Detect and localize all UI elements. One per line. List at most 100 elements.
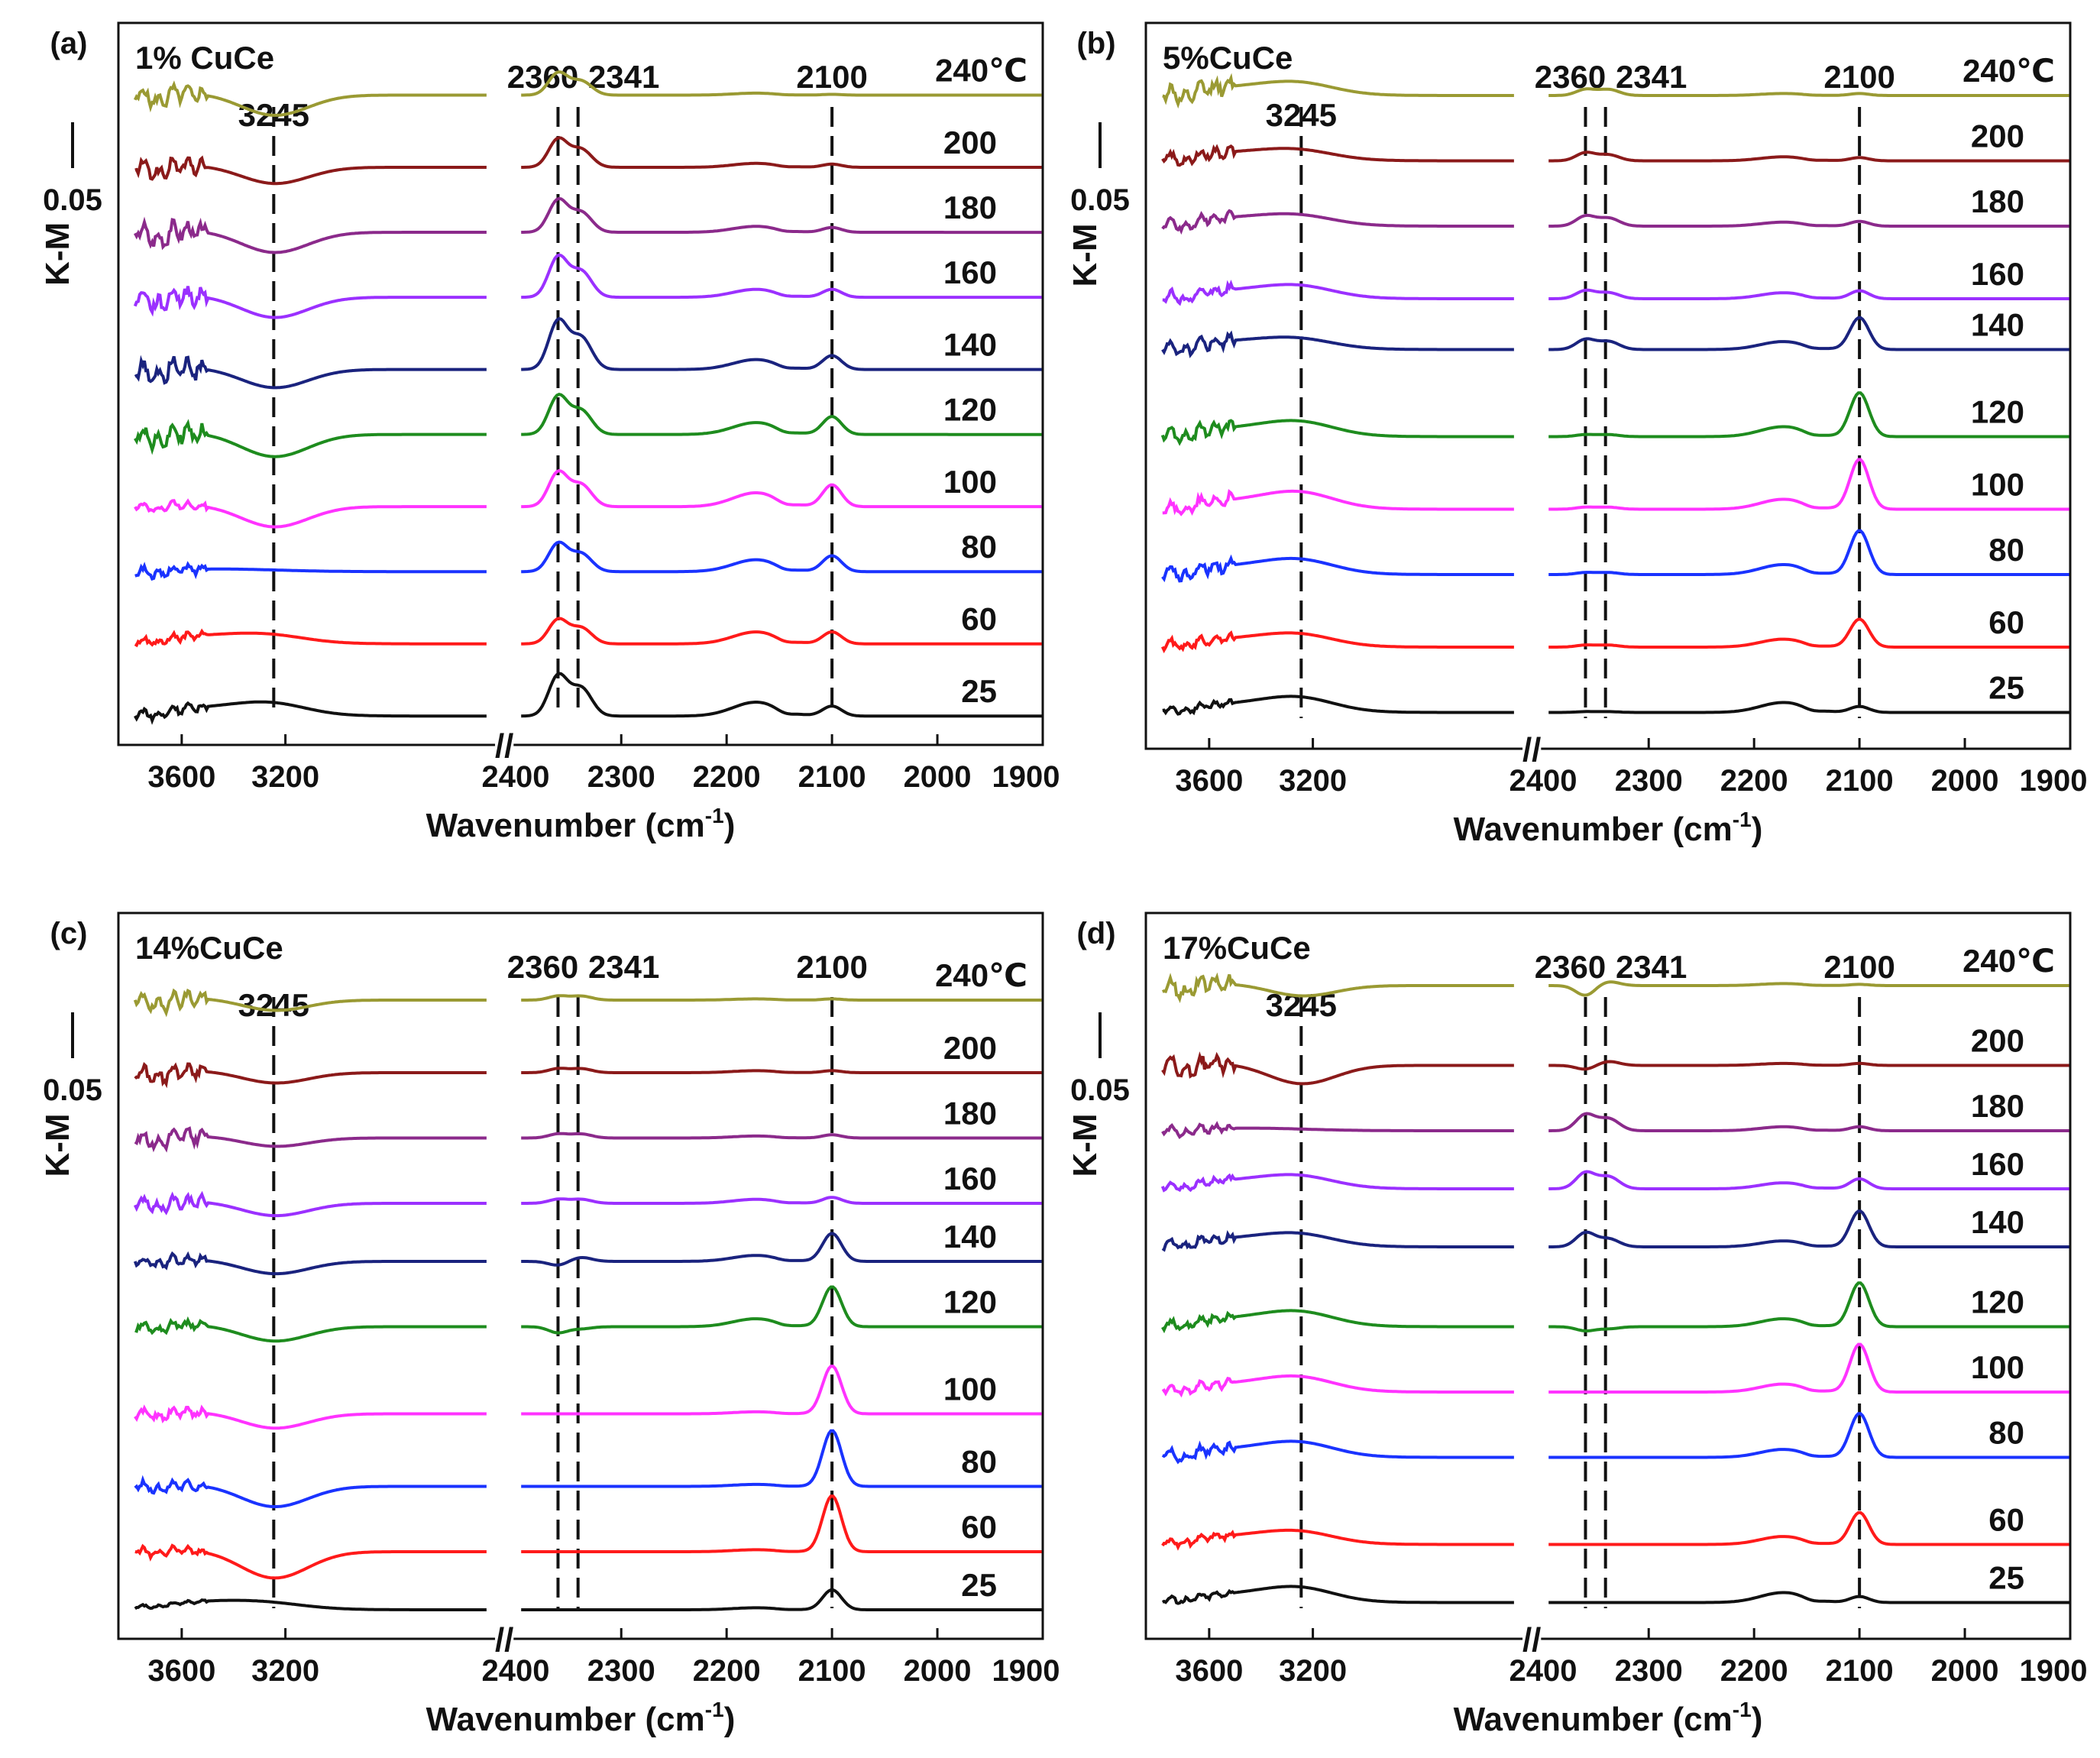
series-label-180: 180 [1971, 183, 2024, 219]
spectrum-right-200 [1548, 151, 2069, 163]
spectrum-left-180 [134, 216, 487, 254]
y-axis-label: K-M [1066, 1113, 1104, 1177]
panel-letter: (d) [1076, 917, 1115, 950]
x-axis-label-main: Wavenumber (cm [1454, 811, 1733, 848]
series-label-100: 100 [1971, 467, 2024, 503]
panel-title: 17%CuCe [1163, 930, 1311, 966]
series-label-240℃: 240℃ [935, 957, 1027, 993]
series-label-100: 100 [943, 464, 997, 500]
y-axis-label: K-M [1066, 223, 1104, 287]
spectrum-left-240℃ [1162, 73, 1514, 109]
spectrum-left-60 [134, 628, 487, 648]
spectrum-left-120 [1160, 419, 1514, 446]
spectrum-right-60 [1548, 1510, 2069, 1546]
axis-break-gap [1522, 1630, 1542, 1648]
x-axis-label-main: Wavenumber (cm [426, 1701, 705, 1738]
series-label-80: 80 [1988, 532, 2024, 568]
panel-b: // 3600 3200 2400 2300 2200 2100 2000 1900 Wavenu… [1066, 21, 2088, 848]
spectrum-right-25 [521, 672, 1042, 718]
series-label-25: 25 [961, 673, 997, 709]
panel-letter: (c) [50, 917, 88, 950]
spectrum-right-240℃ [1548, 87, 2069, 97]
spectrum-left-80 [1161, 1439, 1514, 1465]
x-tick-label: 2000 [904, 1654, 972, 1688]
spectrum-left-80 [1161, 554, 1514, 583]
spectrum-right-120 [521, 1285, 1042, 1335]
series-label-200: 200 [943, 125, 997, 160]
peak-label-2360: 2360 [1535, 949, 1606, 985]
series-label-100: 100 [1971, 1349, 2024, 1385]
spectrum-right-120 [1548, 1281, 2069, 1333]
x-axis-label-close: ) [1752, 1701, 1763, 1738]
panel-title: 1% CuCe [135, 40, 274, 76]
x-tick-label: 2100 [798, 1654, 866, 1688]
spectrum-left-200 [134, 155, 487, 186]
spectrum-right-60 [521, 617, 1042, 646]
panel-letter: (b) [1076, 27, 1115, 60]
spectrum-right-100 [521, 1365, 1042, 1416]
spectrum-right-180 [521, 1132, 1042, 1140]
series-label-160: 160 [943, 1161, 997, 1196]
peak-label-3245: 3245 [238, 987, 309, 1023]
x-axis-label-sup: -1 [705, 1698, 724, 1721]
series-label-80: 80 [961, 529, 997, 565]
spectrum-left-180 [1161, 209, 1514, 235]
axis-break-symbol: // [495, 727, 513, 765]
x-axis-label: Wavenumber (cm-1) [1454, 808, 1763, 848]
x-tick-label: 2100 [798, 760, 866, 794]
x-tick-label: 2400 [482, 760, 550, 794]
spectrum-right-140 [521, 316, 1042, 371]
x-axis-label-main: Wavenumber (cm [1454, 1701, 1733, 1738]
spectrum-right-80 [521, 540, 1042, 574]
peak-label-2341: 2341 [1616, 59, 1687, 95]
x-tick-label: 3600 [1175, 1654, 1243, 1688]
x-tick-label: 2300 [587, 1654, 655, 1688]
series-label-25: 25 [961, 1567, 997, 1603]
spectrum-right-25 [1548, 1591, 2069, 1604]
x-tick-label: 2300 [587, 760, 655, 794]
series-label-160: 160 [1971, 1146, 2024, 1182]
x-tick-label: 2200 [693, 760, 761, 794]
spectrum-right-100 [1548, 458, 2069, 511]
x-tick-label: 2300 [1615, 764, 1683, 798]
x-tick-label: 2200 [1720, 1654, 1788, 1688]
spectrum-left-120 [134, 1316, 487, 1343]
spectrum-left-60 [134, 1543, 487, 1580]
spectrum-right-160 [1548, 1170, 2069, 1190]
spectrum-left-200 [1161, 144, 1514, 167]
x-tick-label: 1900 [2020, 764, 2088, 798]
spectrum-left-25 [134, 1598, 487, 1611]
spectrum-right-200 [521, 1067, 1042, 1074]
spectrum-right-140 [1548, 316, 2069, 351]
spectrum-right-140 [521, 1232, 1042, 1267]
axis-break-symbol: // [1522, 1621, 1541, 1659]
scale-bar-label: 0.05 [43, 183, 102, 217]
spectrum-left-60 [1161, 1528, 1514, 1551]
spectrum-right-80 [1548, 1412, 2069, 1459]
spectrum-right-240℃ [521, 70, 1042, 97]
x-tick-label: 2400 [1509, 1654, 1577, 1688]
x-tick-label: 1900 [2020, 1654, 2088, 1688]
series-label-60: 60 [1988, 604, 2024, 640]
spectrum-right-200 [1548, 1060, 2069, 1071]
series-label-160: 160 [1971, 256, 2024, 292]
spectrum-left-140 [1161, 330, 1514, 358]
x-tick-label: 1900 [992, 1654, 1060, 1688]
y-axis-label: K-M [39, 1113, 76, 1177]
series-label-240℃: 240℃ [1962, 943, 2055, 979]
spectrum-right-160 [1548, 288, 2069, 300]
peak-label-2100: 2100 [1823, 59, 1895, 95]
series-label-140: 140 [943, 1219, 997, 1255]
peak-label-2360: 2360 [507, 949, 578, 985]
peak-label-3245: 3245 [1266, 97, 1337, 133]
spectrum-right-160 [521, 253, 1042, 299]
axis-break-gap [495, 736, 514, 754]
spectrum-left-140 [1161, 1230, 1514, 1252]
spectrum-left-100 [134, 498, 487, 529]
spectrum-right-100 [521, 469, 1042, 509]
spectrum-left-100 [134, 1404, 487, 1430]
spectrum-left-160 [1160, 1173, 1514, 1193]
x-tick-label: 2200 [1720, 764, 1788, 798]
series-label-200: 200 [1971, 1023, 2024, 1059]
